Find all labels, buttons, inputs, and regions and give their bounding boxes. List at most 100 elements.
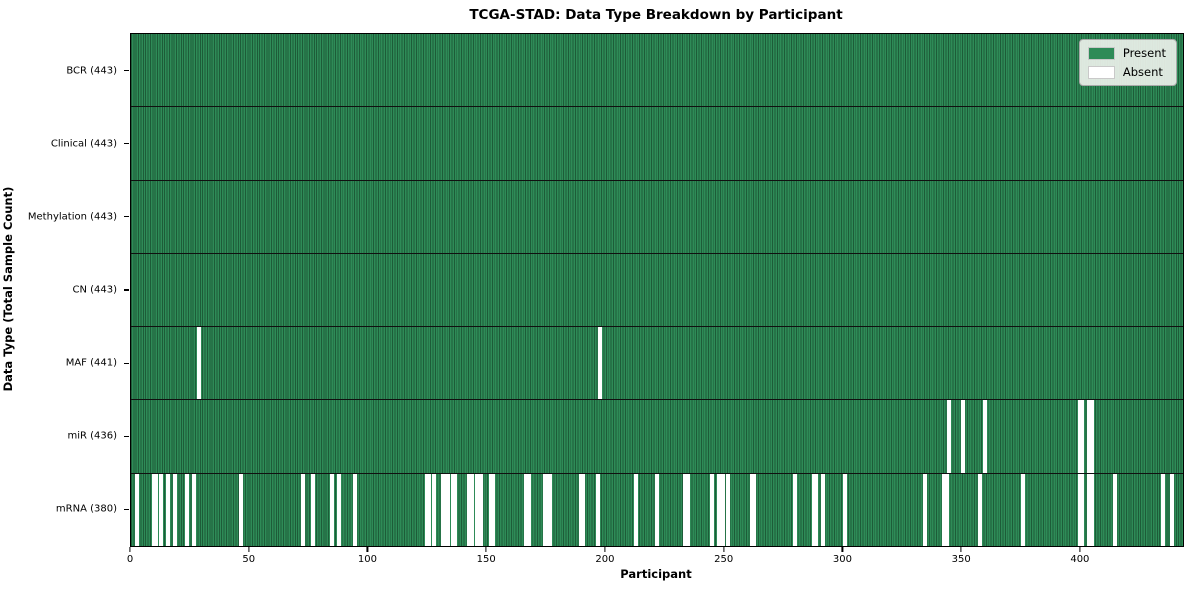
- absent-bar: [1077, 400, 1082, 473]
- absent-bar: [479, 473, 484, 546]
- x-tick-label-350: 350: [951, 553, 971, 565]
- x-tick-mark: [248, 546, 250, 552]
- absent-bar: [1089, 400, 1094, 473]
- absent-bar: [526, 473, 531, 546]
- present-swatch-icon: [1087, 46, 1115, 60]
- absent-bar: [196, 327, 201, 400]
- absent-bar: [721, 473, 726, 546]
- absent-bar: [947, 400, 952, 473]
- legend-label-present: Present: [1122, 46, 1166, 60]
- absent-bar: [961, 400, 966, 473]
- absent-bar: [336, 473, 341, 546]
- absent-bar: [310, 473, 315, 546]
- absent-bar: [944, 473, 949, 546]
- absent-bar: [474, 473, 479, 546]
- x-tick-label-250: 250: [714, 553, 734, 565]
- absent-bar: [792, 473, 797, 546]
- absent-bar: [158, 473, 163, 546]
- absent-bar: [239, 473, 244, 546]
- absent-bar: [151, 473, 156, 546]
- absent-bar: [165, 473, 170, 546]
- y-axis: BCR (443) Clinical (443) Methylation (443)…: [0, 34, 129, 546]
- absent-bar: [1160, 473, 1165, 546]
- x-tick-label-0: 0: [126, 553, 134, 565]
- y-tick-label-mrna: mRNA (380): [55, 503, 117, 515]
- x-tick-label-200: 200: [595, 553, 615, 565]
- absent-bar: [191, 473, 196, 546]
- absent-bar: [842, 473, 847, 546]
- absent-bar: [716, 473, 721, 546]
- absent-bar: [467, 473, 472, 546]
- absent-bar: [579, 473, 583, 546]
- absent-bar: [726, 473, 731, 546]
- absent-bar: [1170, 473, 1175, 546]
- absent-bar: [942, 473, 947, 546]
- absent-bar: [923, 473, 928, 546]
- absent-bar: [545, 473, 550, 546]
- heatmap-row-clinical: [131, 106, 1183, 180]
- absent-bar: [134, 473, 139, 546]
- absent-bar: [749, 473, 754, 546]
- x-tick-mark: [841, 546, 843, 552]
- absent-bar: [821, 473, 826, 546]
- absent-bar: [1077, 473, 1082, 546]
- y-tick-label-mir: miR (436): [67, 430, 117, 442]
- x-tick-mark: [604, 546, 606, 552]
- absent-bar: [633, 473, 638, 546]
- absent-bar: [581, 473, 586, 546]
- absent-bar: [153, 473, 158, 546]
- absent-bar: [524, 473, 529, 546]
- absent-bar: [1087, 473, 1092, 546]
- heatmap-plot-area: Present Absent: [130, 33, 1184, 547]
- absent-bar: [301, 473, 306, 546]
- absent-bar: [172, 473, 177, 546]
- absent-bar: [595, 473, 600, 546]
- y-tick-mark: [124, 216, 129, 218]
- absent-bar: [446, 473, 451, 546]
- absent-bar: [427, 473, 432, 546]
- absent-bar: [491, 473, 496, 546]
- absent-bar: [453, 473, 458, 546]
- y-tick-mark: [124, 435, 129, 437]
- x-tick-mark: [485, 546, 487, 552]
- y-tick-mark: [124, 362, 129, 364]
- y-tick-mark: [124, 508, 129, 511]
- absent-bar: [543, 473, 548, 546]
- x-tick-mark: [723, 546, 725, 552]
- absent-bar: [977, 473, 982, 546]
- absent-bar: [353, 473, 358, 546]
- heatmap-row-maf: [131, 326, 1183, 400]
- absent-bar: [441, 473, 446, 546]
- absent-bar: [431, 473, 436, 546]
- absent-bar: [1080, 473, 1085, 546]
- y-tick-label-maf: MAF (441): [65, 357, 117, 369]
- absent-bar: [1089, 473, 1094, 546]
- absent-bar: [811, 473, 816, 546]
- absent-bar: [655, 473, 659, 546]
- chart-title: TCGA-STAD: Data Type Breakdown by Partic…: [469, 7, 843, 23]
- y-tick-mark: [124, 143, 129, 145]
- x-tick-label-150: 150: [476, 553, 496, 565]
- heatmap-row-mir: [131, 399, 1183, 473]
- absent-bar: [752, 473, 757, 546]
- absent-bar: [685, 473, 690, 546]
- y-tick-mark: [124, 69, 129, 72]
- x-tick-mark: [129, 546, 131, 552]
- absent-bar: [488, 473, 493, 546]
- absent-bar: [469, 473, 474, 546]
- absent-bar: [548, 473, 553, 546]
- y-tick-label-bcr: BCR (443): [66, 65, 117, 77]
- x-tick-label-400: 400: [1070, 553, 1090, 565]
- absent-swatch-icon: [1087, 65, 1115, 79]
- legend-item-present: Present: [1087, 46, 1166, 60]
- x-tick-label-300: 300: [832, 553, 852, 565]
- x-tick-label-100: 100: [357, 553, 378, 565]
- y-tick-label-methylation: Methylation (443): [27, 211, 117, 223]
- y-tick-label-cn: CN (443): [72, 284, 117, 296]
- legend-label-absent: Absent: [1122, 65, 1163, 79]
- absent-bar: [329, 473, 334, 546]
- x-tick-mark: [366, 546, 369, 552]
- absent-bar: [1020, 473, 1025, 546]
- legend: Present Absent: [1078, 39, 1177, 86]
